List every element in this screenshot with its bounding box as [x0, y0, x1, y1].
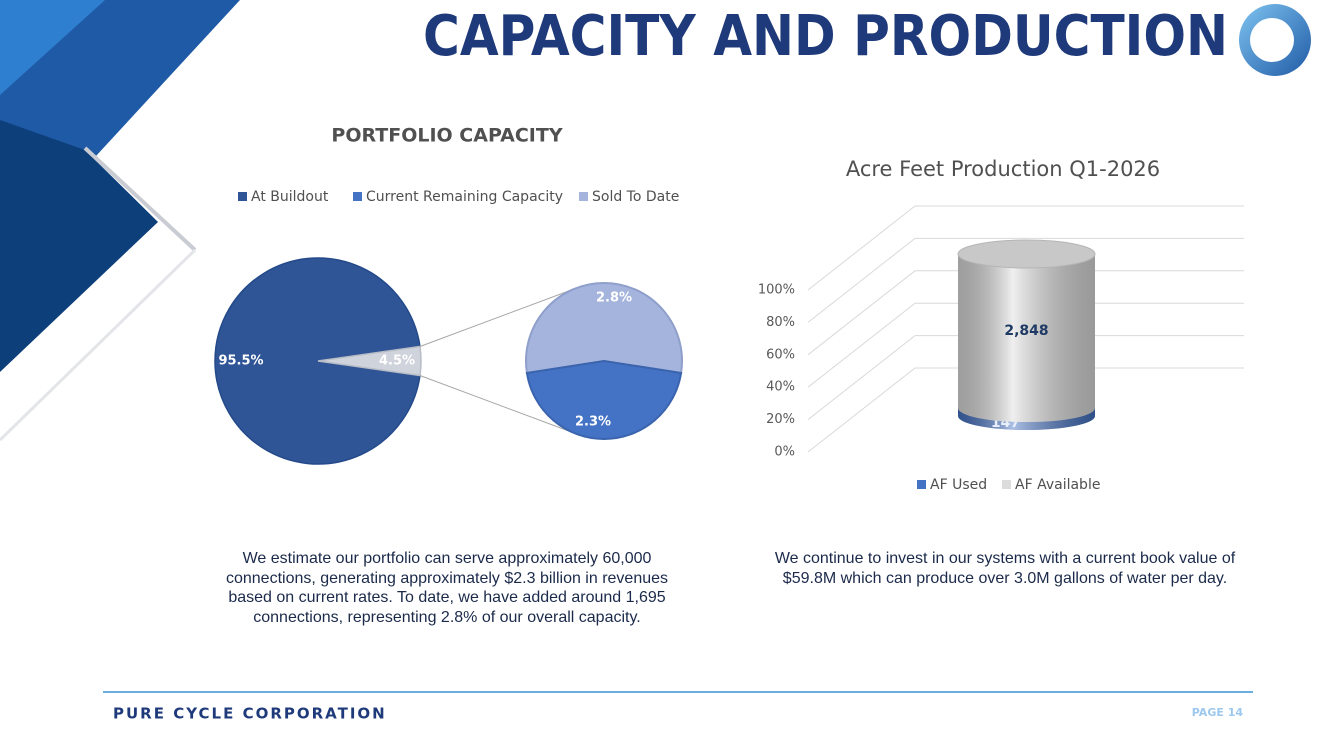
pie-slice — [214, 257, 421, 465]
y-tick-label: 0% — [774, 445, 795, 460]
legend-label: At Buildout — [251, 189, 329, 205]
page-title: CAPACITY AND PRODUCTION — [423, 4, 1228, 69]
data-label: 2,848 — [1004, 323, 1048, 339]
connector — [419, 375, 575, 434]
chart-title: Acre Feet Production Q1-2026 — [846, 157, 1160, 181]
grid-line — [807, 237, 1244, 323]
legend-label: AF Used — [930, 477, 987, 493]
y-tick-label: 40% — [766, 380, 795, 395]
y-tick-label: 80% — [766, 315, 795, 330]
legend-label: Current Remaining Capacity — [366, 189, 563, 205]
footer-company: PURE CYCLE CORPORATION — [113, 705, 387, 723]
data-label: 2.8% — [596, 291, 632, 306]
data-label: 2.3% — [575, 415, 611, 430]
cylinder-shading — [958, 254, 1095, 423]
cylinder-top — [957, 239, 1096, 269]
decor-band — [0, 0, 105, 95]
y-tick-label: 20% — [766, 412, 795, 427]
pie-slice — [525, 282, 683, 375]
decor-band — [0, 120, 158, 372]
legend-label: Sold To Date — [592, 189, 679, 205]
grid-line — [807, 270, 1244, 356]
logo-inner — [1250, 18, 1294, 62]
connector — [419, 288, 575, 347]
legend-swatch — [1002, 480, 1011, 489]
legend-label: AF Available — [1015, 477, 1100, 493]
data-label: 4.5% — [379, 354, 415, 369]
pie-slice — [525, 359, 683, 440]
grid-line — [807, 302, 1244, 388]
legend-swatch — [917, 480, 926, 489]
legend-swatch — [353, 192, 362, 201]
decor-line — [0, 248, 197, 442]
caption: We estimate our portfolio can serve appr… — [225, 550, 669, 626]
y-tick-label: 60% — [766, 347, 795, 362]
grid-line — [807, 335, 1244, 420]
legend-swatch — [579, 192, 588, 201]
pie-slice — [317, 345, 422, 377]
data-label: 95.5% — [218, 354, 263, 369]
grid-line — [807, 367, 1244, 453]
y-tick-label: 100% — [758, 283, 795, 298]
chart-title: PORTFOLIO CAPACITY — [331, 125, 562, 147]
page-number: PAGE 14 — [1192, 706, 1244, 719]
decor-line — [83, 146, 197, 252]
grid-line — [807, 205, 1244, 291]
caption: We continue to invest in our systems wit… — [774, 550, 1236, 587]
legend-swatch — [238, 192, 247, 201]
